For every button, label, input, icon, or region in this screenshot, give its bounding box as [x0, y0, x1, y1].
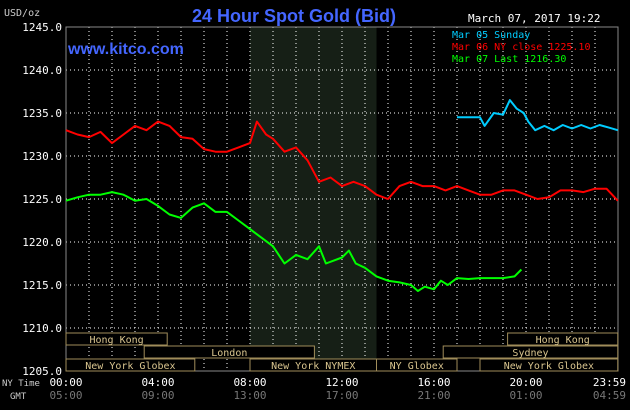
session-box: [376, 358, 458, 372]
session-label: NY Globex: [390, 361, 444, 372]
x-tick-label-gmt: 05:00: [49, 389, 82, 402]
x-tick-label-gmt: 13:00: [233, 389, 266, 402]
session-label: Hong Kong: [536, 335, 590, 346]
session-label: Sydney: [512, 348, 548, 359]
y-tick-label: 1215.0: [22, 279, 62, 292]
y-tick-label: 1245.0: [22, 21, 62, 34]
series-line-mar05: [457, 99, 619, 132]
y-tick-label: 1210.0: [22, 322, 62, 335]
y-tick-label: 1220.0: [22, 236, 62, 249]
legend: Mar 05 Sunday Mar 06 NY close 1225.10 Ma…: [452, 30, 590, 65]
chart-datetime: March 07, 2017 19:22: [468, 12, 600, 25]
row-label-ny-time: NY Time: [2, 379, 40, 389]
kitco-watermark: www.kitco.com: [67, 41, 184, 58]
legend-item-mar05: Mar 05 Sunday: [452, 30, 530, 41]
session-label: New York NYMEX: [271, 361, 355, 372]
y-tick-label: 1225.0: [22, 193, 62, 206]
x-tick-label-ny: 23:59: [593, 376, 626, 389]
session-label: New York Globex: [85, 361, 175, 372]
session-box: [143, 345, 315, 359]
row-label-gmt: GMT: [10, 392, 27, 402]
x-tick-label-gmt: 01:00: [509, 389, 542, 402]
x-tick-label-gmt: 09:00: [141, 389, 174, 402]
session-box: [442, 345, 619, 359]
series-line-mar07: [65, 191, 523, 292]
legend-item-mar06: Mar 06 NY close 1225.10: [452, 42, 590, 53]
session-box: [479, 358, 619, 372]
x-tick-label-gmt: 04:59: [593, 389, 626, 402]
series-line-mar06: [65, 120, 619, 202]
session-box: [65, 358, 196, 372]
y-tick-label: 1240.0: [22, 64, 62, 77]
session-box: [65, 332, 168, 346]
y-tick-label: 1235.0: [22, 107, 62, 120]
session-label: Hong Kong: [90, 335, 144, 346]
session-label: London: [211, 348, 247, 359]
x-tick-label-ny: 20:00: [509, 376, 542, 389]
y-tick-label: 1205.0: [22, 365, 62, 378]
y-tick-label: 1230.0: [22, 150, 62, 163]
session-box: [507, 332, 619, 346]
legend-item-mar07: Mar 07 Last 1216.30: [452, 54, 566, 65]
x-tick-label-ny: 16:00: [417, 376, 450, 389]
y-axis-label: USD/oz: [4, 8, 40, 19]
x-tick-label-gmt: 17:00: [325, 389, 358, 402]
x-tick-label-ny: 08:00: [233, 376, 266, 389]
session-label: New York Globex: [504, 361, 594, 372]
chart-title: 24 Hour Spot Gold (Bid): [192, 6, 396, 26]
shaded-period: [250, 27, 377, 371]
x-tick-label-gmt: 21:00: [417, 389, 450, 402]
x-tick-label-ny: 12:00: [325, 376, 358, 389]
x-tick-label-ny: 04:00: [141, 376, 174, 389]
x-tick-label-ny: 00:00: [49, 376, 82, 389]
